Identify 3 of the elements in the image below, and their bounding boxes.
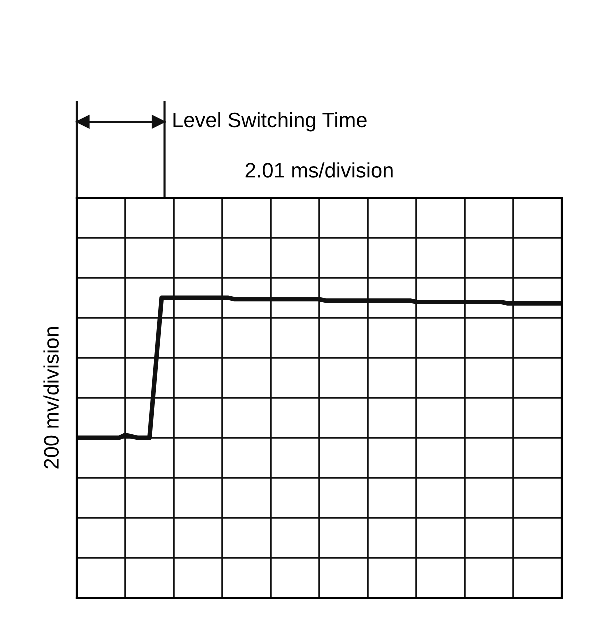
text: 2.01 ms/division	[246, 162, 393, 178]
y-axis-title: 200 mv/division	[44, 328, 59, 469]
text: Level Switching Time	[174, 112, 367, 132]
